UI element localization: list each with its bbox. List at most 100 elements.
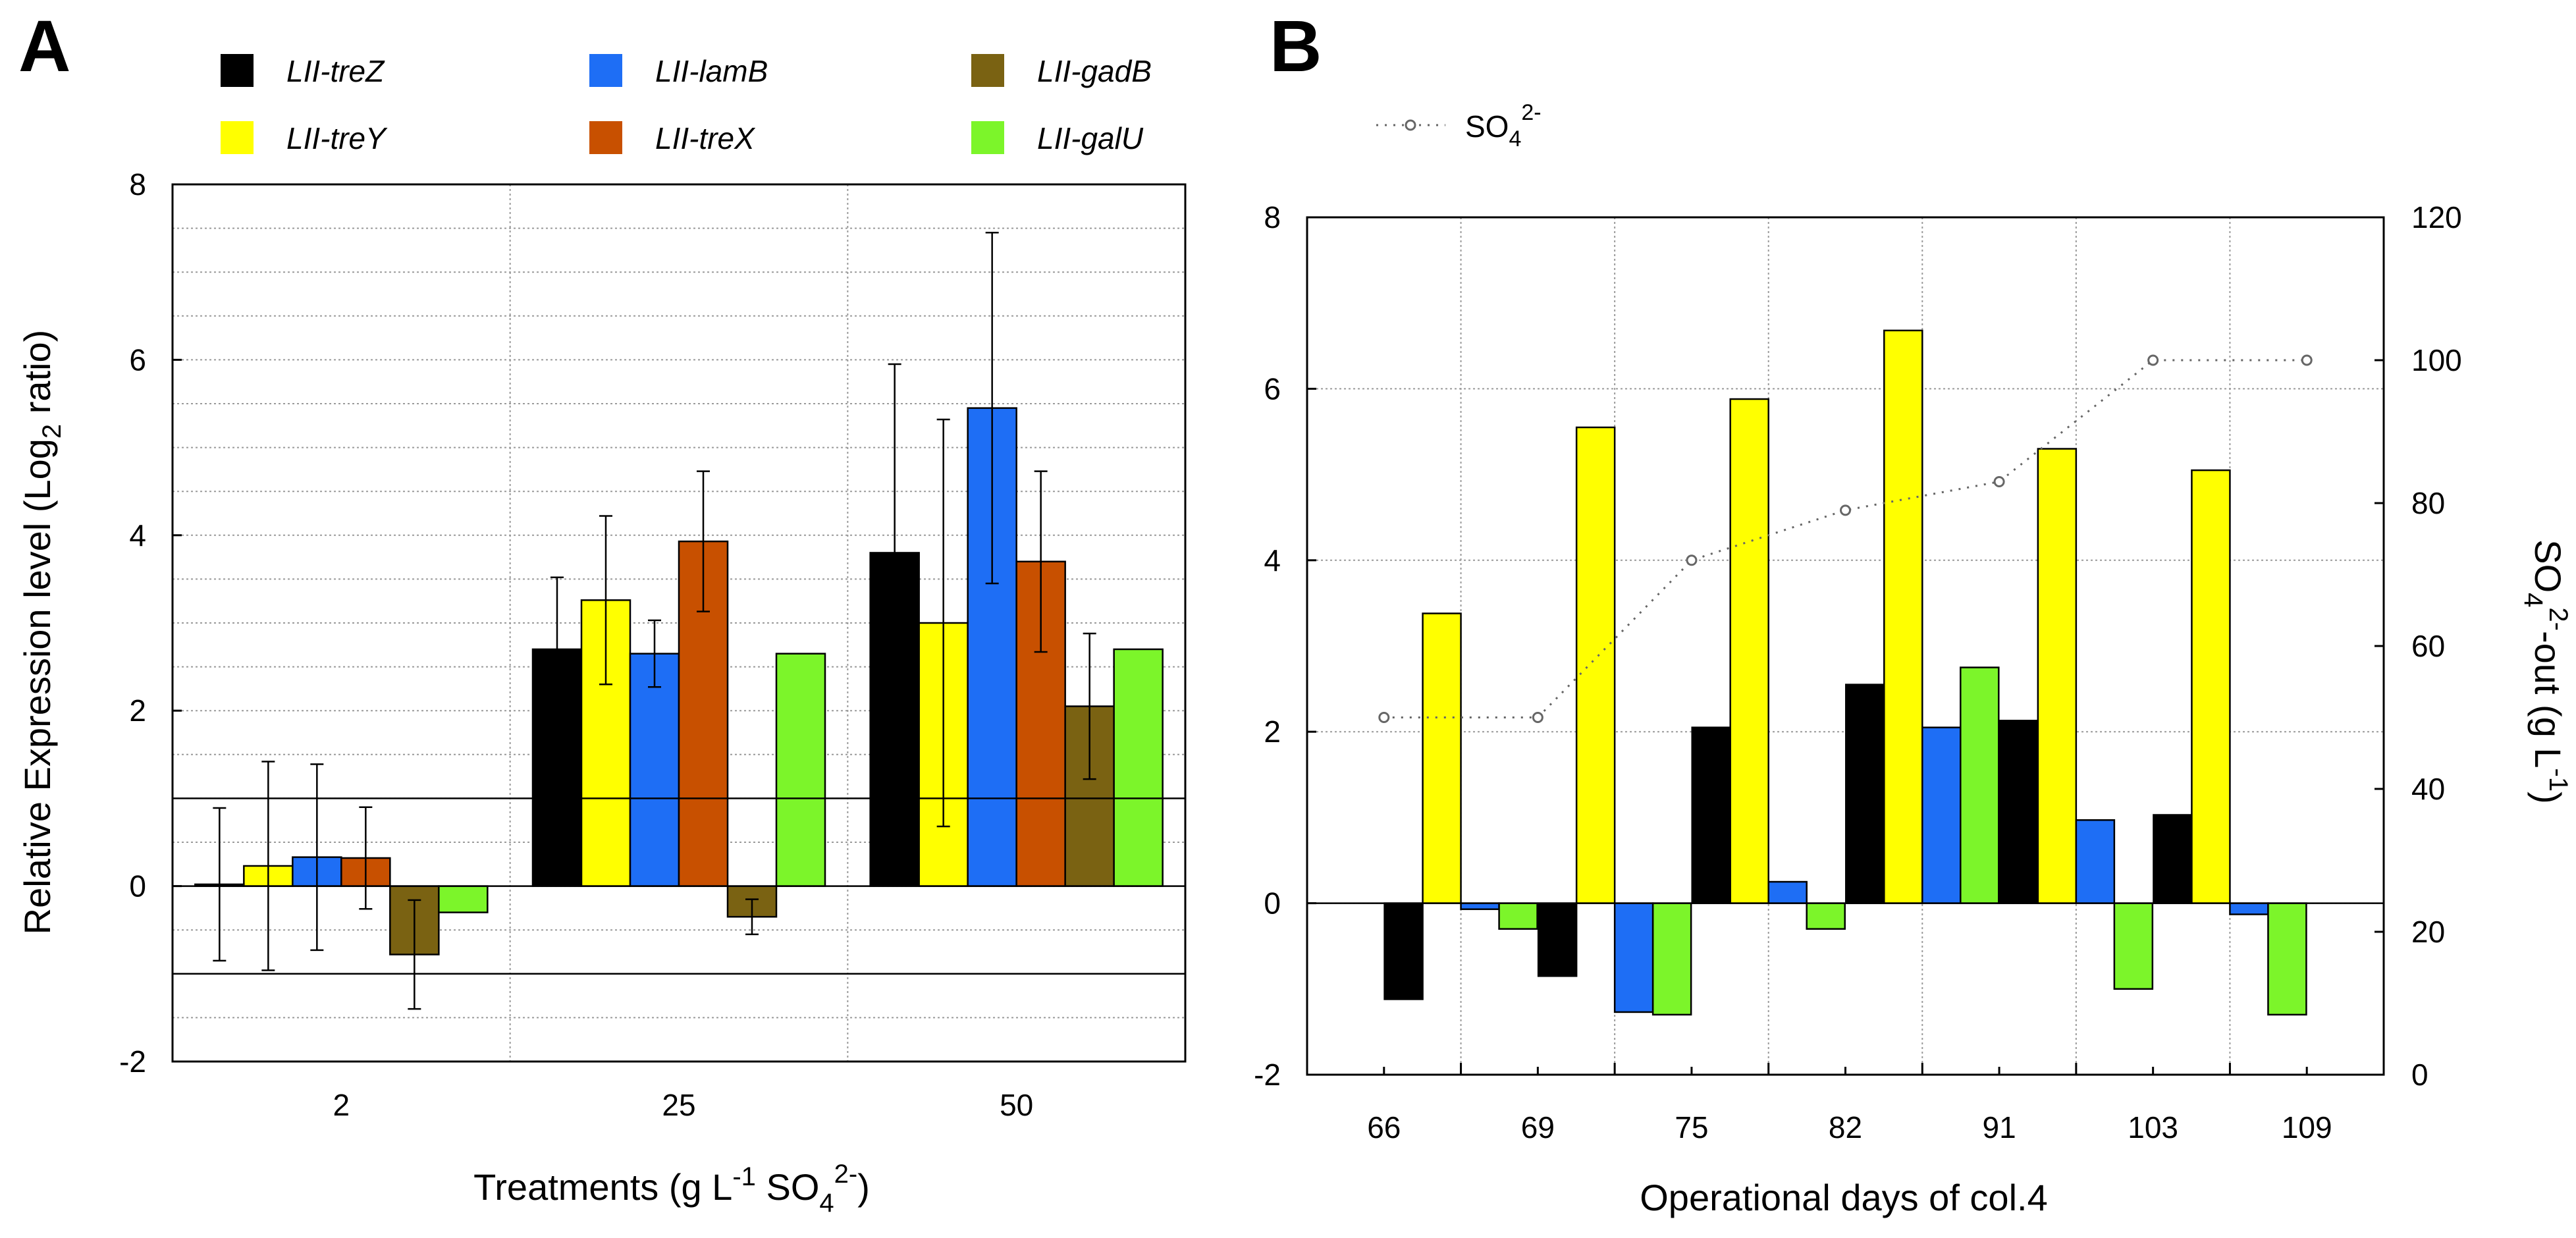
panel-b-bar-lii-trey-day-91: [1883, 329, 1923, 904]
panel-a-error-bar-lii-lamb-2: [310, 763, 324, 952]
panel-a-y-tick-label: -2: [119, 1044, 146, 1079]
panel-b-bars: [1383, 329, 2307, 1016]
panel-a-error-bar-lii-lamb-25: [648, 619, 661, 688]
panel-b-y2-tick-label: 40: [2411, 772, 2445, 806]
legend-swatch-lii-galu: [971, 121, 1004, 154]
panel-b-bar-lii-trez-day-82: [1691, 726, 1731, 904]
panel-b-so4-polyline: [1383, 359, 2307, 718]
panel-b-x-axis-title: Operational days of col.4: [1640, 1177, 2047, 1218]
panel-b-y2-tick-label: 120: [2411, 200, 2462, 234]
panel-a-bar-lii-galu-2: [438, 885, 489, 913]
panel-b-so4-point-day-75: [1686, 554, 1698, 566]
panel-b-bar-lii-trey-day-82: [1729, 398, 1769, 904]
panel-b-y2-tick-label: 60: [2411, 629, 2445, 663]
panel-b-so4-point-day-66: [1378, 712, 1390, 723]
panel-b-bar-lii-galu-day-103: [2113, 902, 2154, 990]
panel-b-y-tick-label: -2: [1254, 1058, 1281, 1092]
panel-b-bar-lii-trey-day-75: [1575, 426, 1616, 904]
panel-b-bar-lii-lamb-day-69: [1460, 902, 1500, 910]
panel-a-error-bar-lii-trex-25: [697, 470, 710, 612]
panel-b-so4-point-day-69: [1532, 712, 1543, 723]
panel-b-bar-lii-galu-day-69: [1498, 902, 1538, 930]
panel-a-y-axis-title: Relative Expression level (Log2 ratio): [16, 330, 67, 935]
panel-a-x-tick-label: 50: [1000, 1088, 1033, 1122]
panel-b-y2-tick-label: 80: [2411, 486, 2445, 520]
panel-b-bar-lii-trez-day-91: [1845, 684, 1885, 904]
panel-a-axes: -2 0 2 4 6 8 2 25 50: [119, 167, 1187, 1122]
panel-a-bars: [194, 407, 1164, 955]
panel-b-so4-point-day-109: [2301, 354, 2313, 366]
panel-a-error-bar-lii-lamb-50: [985, 232, 999, 585]
panel-b-y-tick-label: 4: [1264, 543, 1281, 578]
legend-label-lii-gadb: LII-gadB: [1037, 54, 1152, 88]
panel-a-y-tick-label: 0: [129, 869, 146, 903]
panel-a-error-bar-lii-trez-50: [888, 363, 901, 743]
panel-b-bar-lii-trey-day-69: [1422, 612, 1462, 904]
panel-b-bar-lii-lamb-day-91: [1921, 726, 1962, 904]
panel-a-x-axis-title: Treatments (g L-1 SO42-): [473, 1160, 870, 1218]
panel-a-x-tick-label: 2: [333, 1088, 350, 1122]
panel-a-error-bar-lii-trex-2: [359, 806, 373, 910]
legend-label-lii-lamb: LII-lamB: [655, 54, 768, 88]
panel-a-x-tick-label: 25: [662, 1088, 695, 1122]
panel-a-error-bar-lii-trez-2: [213, 807, 227, 962]
legend-swatch-lii-lamb: [589, 54, 622, 87]
panel-b-so4-point-day-91: [1993, 475, 2005, 487]
panel-b-y2-tick-label: 100: [2411, 343, 2462, 377]
panel-letter-a: A: [18, 6, 70, 87]
panel-a-bar-lii-galu-50: [1113, 648, 1164, 887]
legend: LII-treZ LII-lamB LII-gadB LII-treY LII-treX…: [221, 54, 1152, 155]
panel-b-y-tick-label: 2: [1264, 714, 1281, 749]
panel-b-x-tick-label: 69: [1521, 1110, 1555, 1144]
legend-label-lii-trey: LII-treY: [286, 121, 388, 155]
panel-a-bar-lii-lamb-25: [629, 653, 680, 887]
panel-a-error-bar-lii-gadb-2: [408, 899, 421, 1010]
panel-b-y-tick-label: 6: [1264, 371, 1281, 406]
panel-b-y2-tick-label: 20: [2411, 915, 2445, 949]
panel-b-x-tick-label: 82: [1829, 1110, 1862, 1144]
panel-a-y-tick-label: 6: [129, 342, 146, 377]
so4-legend-label: SO42-: [1465, 100, 1542, 151]
panel-b-so4-point-day-82: [1840, 504, 1851, 516]
so4-legend: SO42-: [1376, 100, 1542, 151]
panel-a-error-bars: [213, 232, 1096, 1010]
panel-b-bar-lii-lamb-day-103: [2075, 819, 2116, 904]
panel-a-error-bar-lii-trez-25: [550, 576, 564, 722]
panel-b-y2-tick-label: 0: [2411, 1058, 2428, 1092]
panel-b-bar-lii-galu-day-82: [1806, 902, 1846, 930]
panel-b-bar-lii-lamb-day-75: [1613, 902, 1654, 1013]
panel-a-error-bar-lii-gadb-50: [1083, 632, 1096, 780]
panel-b-x-tick-label: 103: [2128, 1110, 2178, 1144]
panel-b-bar-lii-trez-day-109: [2153, 814, 2193, 904]
panel-a-bar-lii-galu-25: [775, 653, 826, 887]
panel-b-y2-axis-title: SO42--out (g L-1): [2519, 539, 2573, 804]
panel-a-error-bar-lii-trey-25: [599, 515, 612, 686]
panel-a-y-tick-label: 2: [129, 693, 146, 728]
panel-a-y-tick-label: 8: [129, 167, 146, 202]
panel-b-so4-point-day-103: [2147, 354, 2159, 366]
panel-b-x-tick-label: 91: [1982, 1110, 2016, 1144]
legend-label-lii-trex: LII-treX: [655, 121, 756, 155]
panel-b-bar-lii-trey-day-109: [2191, 469, 2231, 904]
legend-swatch-lii-gadb: [971, 54, 1004, 87]
legend-label-lii-galu: LII-galU: [1037, 121, 1144, 155]
panel-a-error-bar-lii-trey-50: [936, 418, 950, 828]
panel-a-chart: -2 0 2 4 6 8 2 25 50 Relative Expression level (…: [16, 167, 1187, 1218]
panel-b-bar-lii-trez-day-103: [1999, 720, 2039, 904]
panel-b-y-tick-label: 8: [1264, 200, 1281, 234]
legend-label-lii-trez: LII-treZ: [286, 54, 385, 88]
panel-b-bar-lii-galu-day-75: [1651, 902, 1692, 1016]
panel-b-bar-lii-lamb-day-109: [2229, 902, 2269, 915]
legend-swatch-lii-trey: [221, 121, 254, 154]
legend-swatch-lii-trex: [589, 121, 622, 154]
panel-b-x-tick-label: 109: [2282, 1110, 2332, 1144]
panel-b-bar-lii-galu-day-91: [1960, 666, 2000, 904]
panel-a-frame: [171, 183, 1187, 1063]
panel-b-so4-line: [1378, 354, 2313, 723]
panel-b-bar-lii-trez-day-75: [1537, 902, 1578, 977]
panel-a-error-bar-lii-gadb-25: [745, 898, 759, 936]
panel-a-error-bar-lii-trex-50: [1034, 470, 1048, 653]
